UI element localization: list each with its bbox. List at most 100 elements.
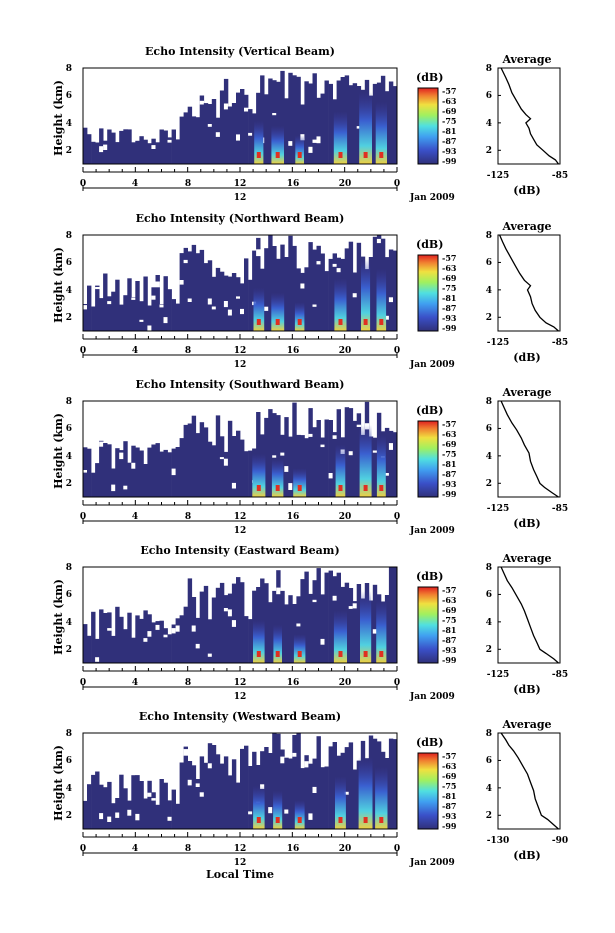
avg-y-tick: 8 — [486, 563, 492, 573]
convective-plume — [253, 785, 265, 829]
echo-gap — [336, 268, 341, 273]
echo-column — [163, 782, 168, 829]
colorbar-tick: -81 — [442, 293, 456, 303]
echo-column — [159, 779, 164, 829]
echo-gap — [107, 816, 112, 822]
echo-column — [139, 301, 144, 331]
echo-gap — [135, 813, 140, 821]
echo-column — [207, 260, 213, 331]
echo-column — [143, 610, 148, 663]
echo-column — [312, 758, 317, 829]
x-tick: 4 — [132, 346, 138, 356]
avg-x-tick: -125 — [487, 338, 510, 348]
echo-column — [304, 438, 309, 497]
echo-column — [248, 109, 253, 164]
convective-plume — [271, 292, 285, 331]
echo-gap — [123, 485, 128, 490]
echo-column — [344, 747, 350, 829]
echo-gap — [195, 783, 201, 787]
echo-column — [388, 430, 394, 497]
echo-gap — [155, 624, 160, 630]
colorbar-tick: -57 — [442, 751, 456, 761]
date-label: Jan 2009 — [409, 526, 455, 536]
echo-column — [240, 89, 245, 164]
echo-column — [244, 451, 249, 497]
echo-column — [203, 762, 209, 829]
echo-gap — [207, 653, 213, 657]
avg-x-tick: -90 — [552, 836, 568, 846]
average-profile-line — [500, 400, 559, 498]
average-profile-line — [499, 234, 559, 332]
echo-column — [119, 450, 124, 497]
echo-column — [119, 130, 124, 164]
echo-gap — [167, 816, 172, 821]
echo-column — [159, 451, 164, 497]
y-axis-label: Height (km) — [52, 80, 65, 156]
colorbar-tick: -99 — [442, 489, 457, 499]
echo-column — [187, 251, 193, 331]
echo-column — [219, 271, 225, 331]
x-tick: 16 — [287, 179, 300, 189]
echo-column — [127, 462, 132, 497]
convective-plume — [375, 101, 387, 164]
echo-column — [240, 582, 245, 663]
echo-column — [227, 420, 233, 497]
convective-plume — [375, 766, 388, 829]
echo-column — [372, 584, 378, 663]
echo-peak — [338, 152, 343, 158]
colorbar-tick: -63 — [442, 595, 457, 605]
avg-y-tick: 4 — [486, 452, 492, 462]
echo-column — [328, 258, 333, 331]
echo-column — [195, 253, 201, 331]
echo-column — [264, 583, 269, 663]
echo-column — [316, 568, 321, 663]
colorbar-tick: -57 — [442, 86, 456, 96]
echo-column — [264, 417, 269, 497]
echo-column — [175, 139, 180, 164]
avg-y-tick: 8 — [486, 729, 492, 739]
y-tick: 6 — [66, 590, 72, 600]
echo-column — [199, 249, 205, 331]
average-profile-plot — [497, 400, 561, 498]
echo-column — [111, 468, 116, 497]
echo-column — [296, 596, 301, 663]
panel-westward: Echo Intensity (Westward Beam) Height (k… — [52, 710, 568, 868]
echo-column — [384, 91, 390, 164]
echo-gap — [115, 812, 120, 818]
echo-column — [143, 139, 148, 164]
echo-column — [203, 427, 209, 497]
echo-column — [179, 615, 184, 663]
echo-column — [276, 570, 281, 663]
echo-column — [296, 76, 301, 164]
avg-y-tick: 6 — [486, 756, 492, 766]
panel-vertical: Echo Intensity (Vertical Beam) Height (k… — [52, 45, 568, 203]
echo-gap — [227, 309, 233, 316]
echo-column — [107, 612, 112, 663]
x-tick: 0 — [394, 512, 400, 522]
echo-gap — [388, 297, 394, 303]
echo-gap — [264, 306, 269, 311]
echo-gap — [280, 452, 285, 456]
echo-gap — [316, 136, 321, 144]
echo-column — [244, 94, 249, 164]
colorbar-unit: (dB) — [416, 736, 443, 749]
average-profile-plot — [497, 566, 561, 664]
echo-gap — [231, 482, 237, 489]
echo-column — [324, 419, 329, 497]
avg-y-tick: 4 — [486, 784, 492, 794]
echo-gap — [312, 786, 317, 793]
echo-column — [292, 604, 297, 663]
echo-gap — [300, 283, 305, 289]
avg-x-tick: -125 — [487, 171, 510, 181]
echo-column — [236, 92, 241, 164]
echo-gap — [308, 433, 313, 437]
echo-gap — [171, 628, 176, 634]
echo-column — [348, 742, 354, 829]
echo-column — [199, 95, 205, 164]
echo-gap — [127, 809, 132, 816]
echo-column — [312, 427, 317, 497]
echo-peak — [256, 817, 261, 823]
echo-column — [87, 134, 92, 164]
echo-column — [244, 258, 249, 331]
echo-peak — [275, 651, 280, 657]
